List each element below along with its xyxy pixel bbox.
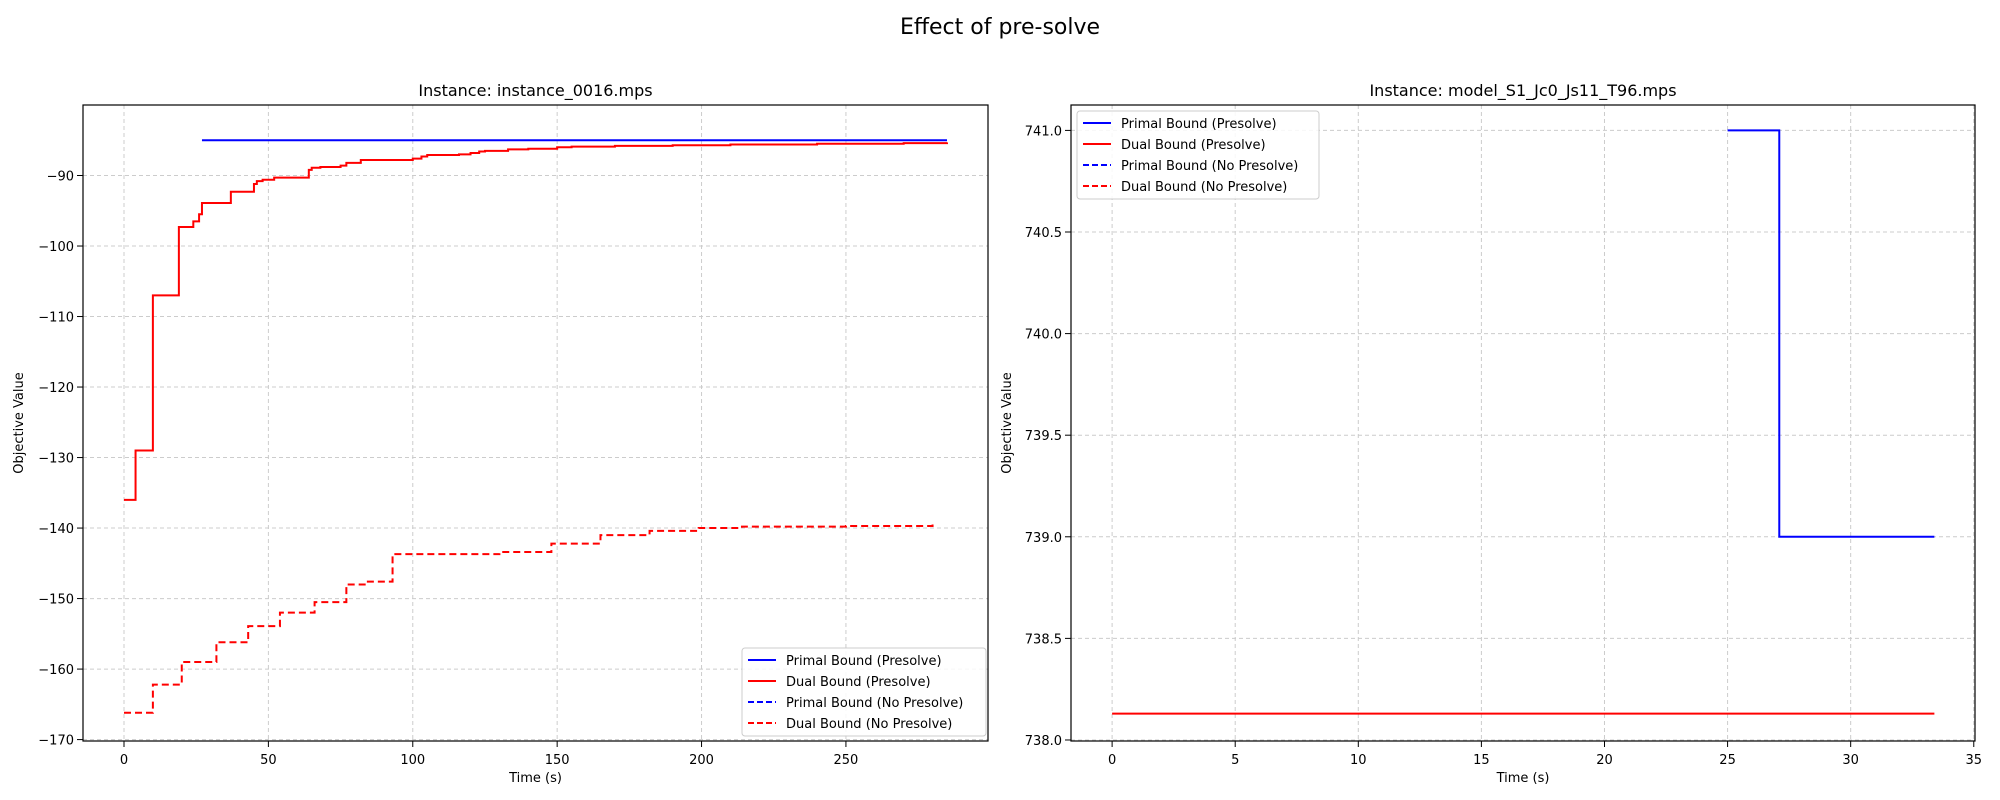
y-tick-label: 741.0 — [1025, 124, 1062, 139]
x-tick-label: 35 — [1965, 753, 1982, 768]
legend-box — [741, 647, 987, 737]
x-tick-label: 10 — [1350, 753, 1367, 768]
y-tick-label: −100 — [38, 240, 74, 255]
y-tick-label: −110 — [38, 311, 74, 326]
subplot-title: Instance: instance_0016.mps — [418, 81, 652, 101]
y-tick-label: −150 — [38, 593, 74, 608]
series-line-3 — [124, 524, 934, 714]
x-tick-label: 150 — [545, 753, 570, 768]
y-tick-label: −160 — [38, 663, 74, 678]
x-tick-label: 5 — [1231, 753, 1239, 768]
legend: Primal Bound (Presolve) Dual Bound (Preso… — [741, 647, 987, 737]
legend-label: Primal Bound (No Presolve) — [1121, 159, 1298, 174]
x-tick-label: 0 — [1108, 753, 1116, 768]
y-tick-label: −120 — [38, 381, 74, 396]
x-tick-label: 20 — [1596, 753, 1613, 768]
legend-label: Dual Bound (Presolve) — [786, 675, 931, 690]
y-tick-label: 740.5 — [1025, 226, 1062, 241]
legend-label: Dual Bound (Presolve) — [1121, 138, 1266, 153]
y-tick-label: 739.0 — [1025, 531, 1062, 546]
series-line-1 — [124, 142, 948, 501]
y-axis-label: Objective Value — [1000, 372, 1015, 473]
legend-label: Dual Bound (No Presolve) — [786, 717, 952, 732]
legend-box — [1076, 110, 1320, 200]
x-tick-label: 15 — [1473, 753, 1490, 768]
x-tick-label: 0 — [120, 753, 128, 768]
subplot-0: 0 50 100 150 200 250 −170 −160 −150 −140 −130 −120 −… — [12, 81, 989, 786]
y-tick-label: −170 — [38, 734, 74, 749]
y-tick-label: 738.5 — [1025, 632, 1062, 647]
subplot-1: 0 5 10 15 20 25 30 35 738.0 738.5 739.0 739.5 740.0 7… — [1000, 81, 1982, 786]
y-tick-label: 740.0 — [1025, 328, 1062, 343]
y-axis-label: Objective Value — [12, 372, 27, 473]
y-tick-label: −130 — [38, 452, 74, 467]
x-tick-label: 100 — [400, 753, 425, 768]
axes-frame — [82, 104, 989, 742]
figure-title: Effect of pre-solve — [900, 15, 1100, 40]
x-axis-label: Time (s) — [1496, 771, 1550, 786]
x-tick-label: 200 — [689, 753, 714, 768]
subplot-title: Instance: model_S1_Jc0_Js11_T96.mps — [1369, 81, 1676, 101]
legend-label: Dual Bound (No Presolve) — [1121, 180, 1287, 195]
x-tick-label: 250 — [834, 753, 859, 768]
y-tick-label: 739.5 — [1025, 429, 1062, 444]
x-axis-label: Time (s) — [508, 771, 562, 786]
legend-label: Primal Bound (Presolve) — [786, 654, 942, 669]
x-tick-label: 30 — [1842, 753, 1859, 768]
y-tick-label: 738.0 — [1025, 734, 1062, 749]
legend-label: Primal Bound (Presolve) — [1121, 117, 1277, 132]
legend: Primal Bound (Presolve) Dual Bound (Preso… — [1076, 110, 1320, 200]
y-tick-label: −140 — [38, 522, 74, 537]
x-tick-label: 50 — [260, 753, 277, 768]
y-tick-label: −90 — [47, 170, 74, 185]
axes-frame — [1070, 104, 1976, 742]
x-tick-label: 25 — [1719, 753, 1736, 768]
series-line-0 — [1727, 129, 1935, 538]
legend-label: Primal Bound (No Presolve) — [786, 696, 963, 711]
